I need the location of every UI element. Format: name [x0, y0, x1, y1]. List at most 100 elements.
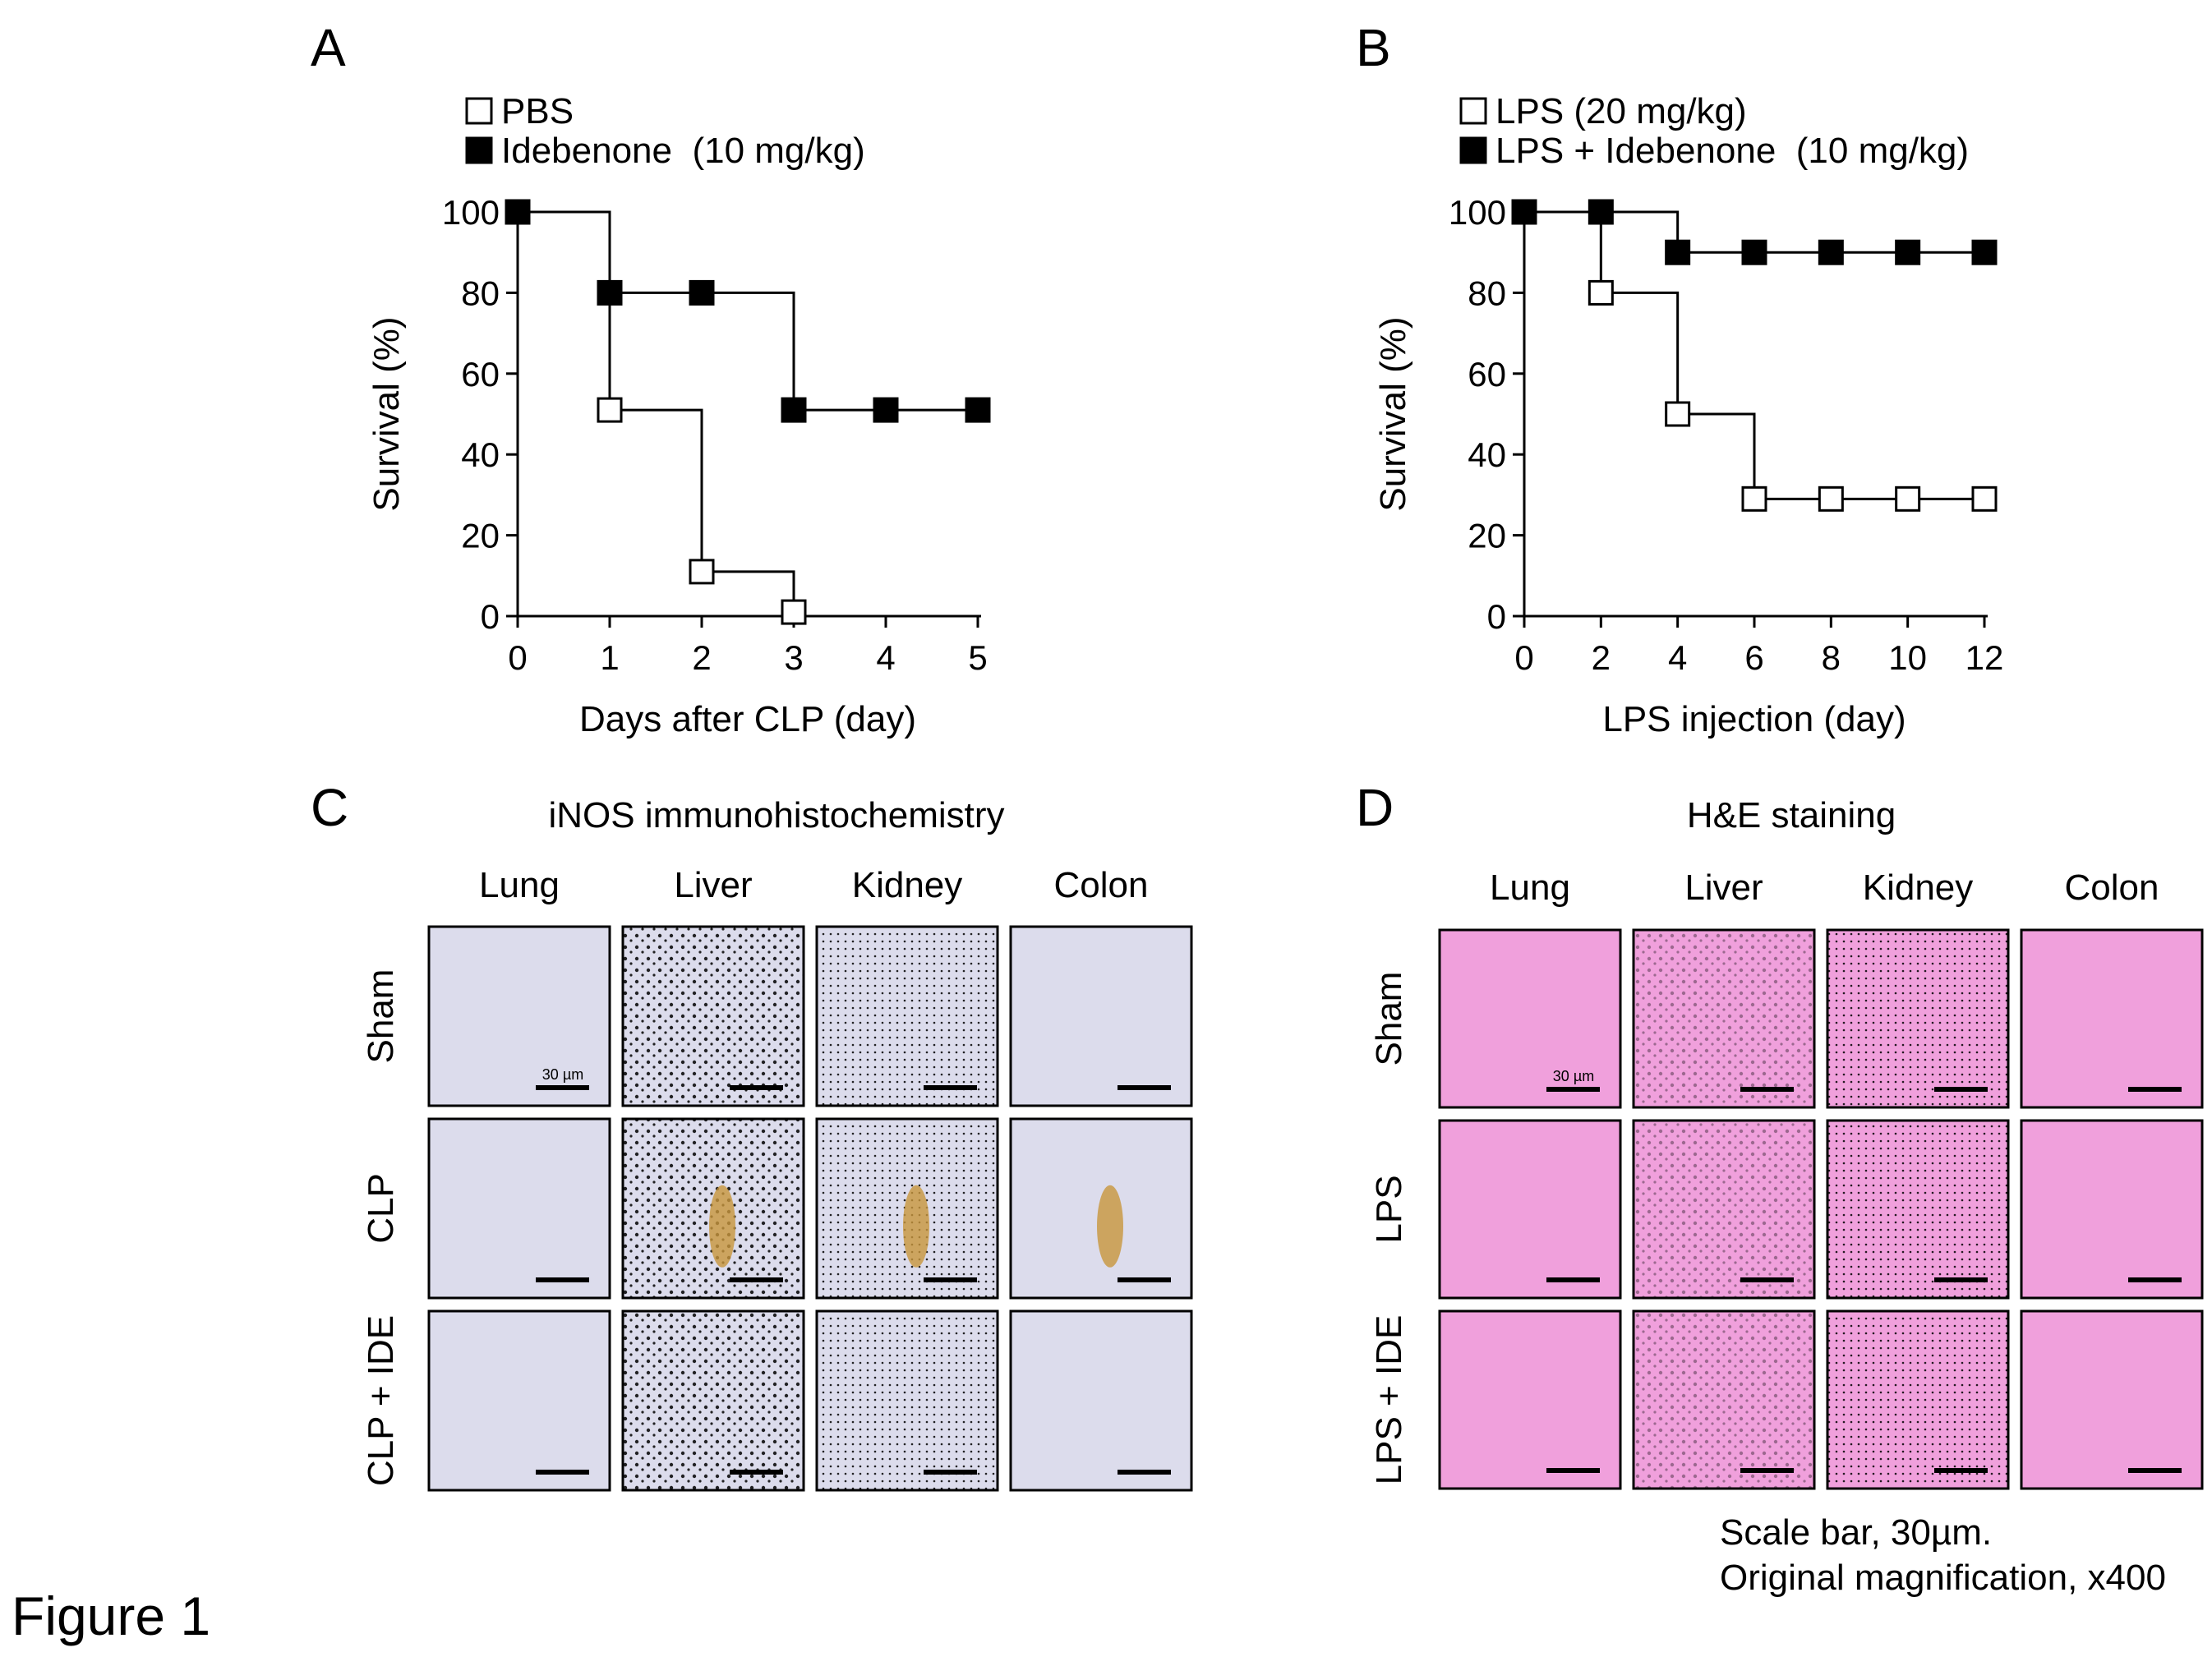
histology-texture — [817, 927, 998, 1106]
y-tick-label: 100 — [1449, 193, 1506, 232]
scale-bar-note: Scale bar, 30µm. — [1720, 1512, 1992, 1553]
x-axis-label: Days after CLP (day) — [579, 699, 916, 739]
tissue-column-label: Lung — [479, 865, 560, 905]
histology-title: iNOS immunohistochemistry — [548, 795, 1004, 835]
histology-texture — [1440, 1311, 1620, 1489]
series-step-line — [1524, 210, 1984, 500]
y-tick-label: 20 — [1468, 517, 1506, 555]
legend-swatch — [1459, 97, 1487, 125]
chart-b-survival: 0 20 40 60 80 100 0 2 4 6 8 10 12 LPS injection (day)… — [1373, 91, 2003, 739]
histology-image-border — [1009, 1309, 1193, 1492]
data-point-open — [1665, 401, 1691, 427]
tissue-column-label: Kidney — [852, 865, 963, 905]
data-point-filled — [597, 279, 623, 306]
histology-texture — [817, 1311, 998, 1490]
scale-bar-label: 30 µm — [1553, 1068, 1594, 1084]
y-axis-label: Survival (%) — [1373, 316, 1413, 511]
panel-c-ihc-grid: iNOS immunohistochemistry Lung Liver Kidney… — [361, 795, 1193, 1492]
data-point-filled — [1895, 239, 1921, 265]
x-tick-label: 3 — [784, 638, 803, 677]
histology-image — [1632, 928, 1816, 1109]
histology-texture — [623, 927, 804, 1106]
histology-image-border — [1632, 928, 1816, 1109]
data-point-open — [689, 559, 715, 585]
histology-texture — [1827, 1121, 2008, 1298]
y-axis-label: Survival (%) — [366, 316, 407, 511]
histology-image — [1826, 1309, 2010, 1490]
y-tick-label: 80 — [1468, 274, 1506, 312]
treatment-row-label: CLP + IDE — [361, 1315, 401, 1486]
histology-image: 30 µm — [427, 925, 611, 1107]
data-point-filled — [1741, 239, 1767, 265]
histology-image — [621, 1117, 805, 1300]
x-tick-label: 2 — [692, 638, 711, 677]
histology-texture — [623, 1311, 804, 1490]
data-point-open — [1818, 486, 1844, 512]
histology-image — [1632, 1309, 1816, 1490]
treatment-row-label: LPS + IDE — [1369, 1315, 1409, 1485]
magnification-note: Original magnification, x400 — [1720, 1558, 2166, 1598]
treatment-row-label: Sham — [1369, 972, 1409, 1066]
histology-image-border — [1632, 1119, 1816, 1300]
histology-image — [1826, 928, 2010, 1109]
histology-image-border — [621, 1117, 805, 1300]
x-axis-label: LPS injection (day) — [1602, 699, 1906, 739]
legend-swatch — [465, 136, 493, 164]
histology-image — [621, 1309, 805, 1492]
histology-texture — [429, 927, 610, 1106]
data-point-filled — [1818, 239, 1844, 265]
histology-image-border — [427, 1309, 611, 1492]
panel-letter-c: C — [311, 778, 348, 837]
histology-texture — [2021, 1121, 2202, 1298]
histology-image-border — [621, 1309, 805, 1492]
histology-texture — [1827, 1311, 2008, 1489]
tissue-column-label: Lung — [1490, 868, 1570, 908]
legend-label: LPS + Idebenone (10 mg/kg) — [1495, 131, 1969, 171]
legend-label: LPS (20 mg/kg) — [1495, 91, 1747, 131]
x-tick-label: 4 — [1668, 638, 1687, 677]
histology-image — [427, 1309, 611, 1492]
histology-image-border — [1826, 1309, 2010, 1490]
panel-d-he-grid: H&E staining Lung Liver Kidney Colon Sham 30 µ… — [1369, 795, 2204, 1490]
legend-label: Idebenone (10 mg/kg) — [501, 131, 865, 171]
histology-image-border — [1438, 1309, 1622, 1490]
histology-texture — [1827, 930, 2008, 1107]
histology-texture — [1011, 927, 1191, 1106]
panel-letter-d: D — [1356, 778, 1394, 837]
histology-image-border — [815, 1309, 999, 1492]
tissue-column-label: Liver — [1684, 868, 1763, 908]
scale-bar-label: 30 µm — [542, 1066, 583, 1083]
histology-image — [1826, 1119, 2010, 1300]
data-point-open — [1895, 486, 1921, 512]
histology-image — [815, 925, 999, 1107]
series-step-line — [518, 210, 795, 613]
series-step-line — [1524, 210, 1984, 254]
legend-swatch — [1459, 136, 1487, 164]
histology-image — [1438, 1309, 1622, 1490]
panel-letter-b: B — [1356, 18, 1391, 77]
tissue-column-label: Colon — [2065, 868, 2159, 908]
histology-image-border — [815, 1117, 999, 1300]
chart-a-survival: 0 20 40 60 80 100 0 1 2 3 4 5 Days after CLP (day) Su… — [366, 91, 991, 739]
histology-image — [1438, 1119, 1622, 1300]
histology-texture — [1011, 1311, 1191, 1490]
data-point-filled — [1511, 199, 1537, 225]
histology-image-border — [427, 1117, 611, 1300]
data-point-filled — [1588, 199, 1614, 225]
data-point-filled — [873, 397, 899, 423]
histology-texture — [2021, 930, 2202, 1107]
histology-texture — [1440, 1121, 1620, 1298]
histology-texture — [1440, 930, 1620, 1107]
data-point-open — [1971, 486, 1998, 512]
panel-letter-a: A — [311, 18, 346, 77]
histology-image-border — [1826, 1119, 2010, 1300]
data-point-open — [781, 599, 807, 625]
histology-image-border — [621, 925, 805, 1107]
y-tick-label: 40 — [461, 435, 500, 474]
histology-image-border — [2020, 1119, 2204, 1300]
histology-image: 30 µm — [1438, 928, 1622, 1109]
y-tick-label: 40 — [1468, 435, 1506, 474]
histology-image — [1632, 1119, 1816, 1300]
histology-title: H&E staining — [1687, 795, 1896, 835]
